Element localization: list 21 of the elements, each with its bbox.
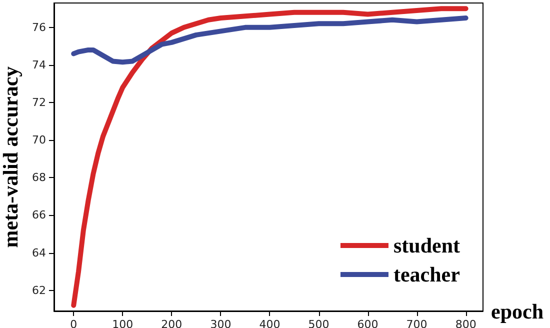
y-tick-label: 66 <box>32 208 46 222</box>
x-tick-label: 400 <box>259 318 280 328</box>
x-tick-label: 0 <box>70 318 78 328</box>
x-axis-title: epoch <box>491 300 544 324</box>
y-tick-label: 62 <box>32 284 46 297</box>
x-tick-label: 100 <box>112 318 134 328</box>
legend-label: teacher <box>393 262 460 286</box>
legend-label: student <box>393 234 460 258</box>
y-axis-title: meta-valid accuracy <box>0 66 23 248</box>
y-tick-label: 74 <box>32 58 46 72</box>
x-tick-label: 800 <box>455 318 476 328</box>
y-tick-label: 72 <box>32 96 46 110</box>
x-tick-label: 200 <box>161 318 182 328</box>
x-tick-label: 600 <box>357 318 378 328</box>
y-tick-label: 64 <box>32 246 46 260</box>
x-tick-label: 300 <box>210 318 232 328</box>
y-tick-label: 76 <box>32 20 46 34</box>
y-tick-label: 68 <box>32 171 46 184</box>
x-tick-label: 500 <box>308 318 330 328</box>
y-tick-label: 70 <box>32 134 46 147</box>
x-tick-label: 700 <box>406 318 428 328</box>
